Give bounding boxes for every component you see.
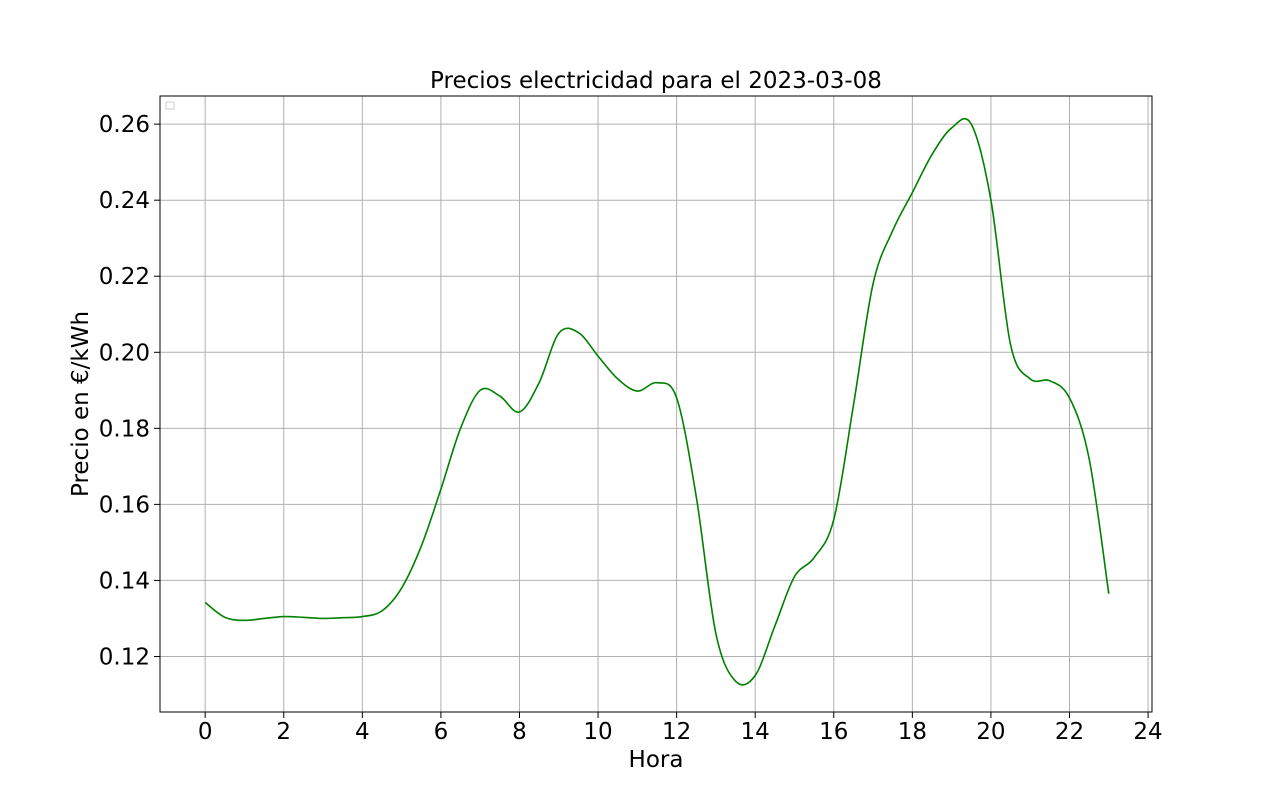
x-tick-label: 16 xyxy=(819,719,848,745)
y-tick-label: 0.12 xyxy=(99,644,150,670)
x-tick-label: 24 xyxy=(1133,719,1162,745)
y-tick-label: 0.20 xyxy=(99,340,150,366)
chart-title: Precios electricidad para el 2023-03-08 xyxy=(430,68,882,94)
x-tick-label: 20 xyxy=(976,719,1005,745)
x-tick-label: 0 xyxy=(198,719,213,745)
y-tick-label: 0.26 xyxy=(99,112,150,138)
x-tick-label: 22 xyxy=(1055,719,1084,745)
x-tick-label: 8 xyxy=(512,719,527,745)
y-tick-label: 0.16 xyxy=(99,492,150,518)
plot-area-frame xyxy=(159,95,1153,713)
x-tick-label: 12 xyxy=(662,719,691,745)
y-tick-label: 0.18 xyxy=(99,416,150,442)
y-axis-label: Precio en €/kWh xyxy=(68,311,94,497)
x-tick-label: 2 xyxy=(276,719,291,745)
legend xyxy=(165,101,175,110)
x-tick-label: 6 xyxy=(434,719,449,745)
grid xyxy=(160,96,1152,712)
price-series-line xyxy=(204,117,1110,686)
axis-ticks: 0 2 4 6 8 10 12 14 16 18 20 22 240.120.140.160.180.2… xyxy=(99,112,1163,745)
y-tick-label: 0.24 xyxy=(99,188,150,214)
x-tick-label: 18 xyxy=(898,719,927,745)
x-tick-label: 10 xyxy=(583,719,612,745)
x-tick-label: 4 xyxy=(355,719,370,745)
y-tick-label: 0.14 xyxy=(99,568,150,594)
x-tick-label: 14 xyxy=(741,719,770,745)
y-tick-label: 0.22 xyxy=(99,264,150,290)
x-axis-label: Hora xyxy=(629,747,684,773)
